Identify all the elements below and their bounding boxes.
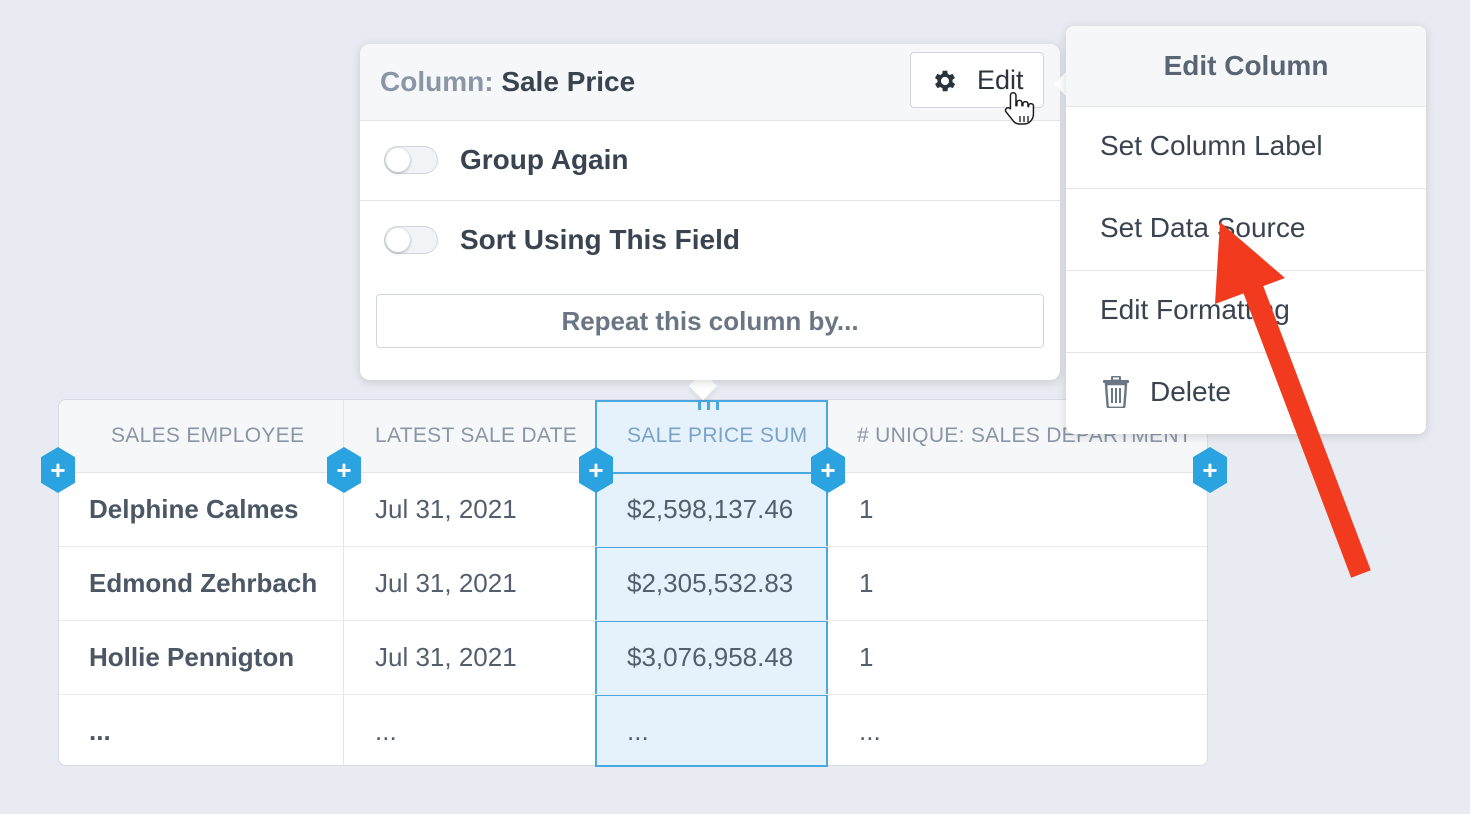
- cell-latest-sale-date: Jul 31, 2021: [375, 642, 517, 672]
- option-group-again: Group Again: [360, 120, 1060, 201]
- cell-unique-sales-department: ...: [859, 716, 881, 746]
- row-divider: [597, 472, 826, 474]
- edit-button[interactable]: Edit: [910, 52, 1044, 108]
- column-popover: Column: Sale Price Edit Group Again Sort…: [360, 44, 1060, 380]
- menu-item-label: Edit Formatting: [1100, 294, 1290, 325]
- edit-button-label: Edit: [977, 65, 1024, 95]
- cell-unique-sales-department: 1: [859, 642, 874, 672]
- popover-title-prefix: Column:: [380, 66, 494, 97]
- cell-sale-price-sum: $2,598,137.46: [627, 494, 794, 524]
- row-divider: [597, 546, 826, 548]
- add-column-button[interactable]: +: [811, 447, 845, 493]
- add-column-button[interactable]: +: [1193, 447, 1227, 493]
- cell-sales-employee: Edmond Zehrbach: [89, 568, 318, 598]
- menu-item-label: Delete: [1150, 376, 1231, 407]
- add-column-button[interactable]: +: [41, 447, 75, 493]
- menu-item-edit-formatting[interactable]: Edit Formatting: [1066, 270, 1426, 353]
- column-header-sale-price-sum[interactable]: SALE PRICE SUM: [627, 424, 808, 447]
- cell-latest-sale-date: Jul 31, 2021: [375, 494, 517, 524]
- cell-sales-employee: Hollie Pennigton: [89, 642, 295, 672]
- group-again-toggle[interactable]: [384, 146, 438, 174]
- selected-column-sale-price-sum[interactable]: [595, 400, 828, 767]
- column-divider: [343, 400, 344, 765]
- data-table: SALES EMPLOYEE LATEST SALE DATE # UNIQUE…: [58, 399, 1208, 768]
- edit-column-menu: Edit Column Set Column Label Set Data So…: [1066, 26, 1426, 434]
- menu-item-delete[interactable]: Delete: [1066, 352, 1426, 434]
- cell-sales-employee: Delphine Calmes: [89, 494, 299, 524]
- cell-sale-price-sum: ...: [627, 716, 649, 746]
- menu-item-set-data-source[interactable]: Set Data Source: [1066, 188, 1426, 271]
- cell-unique-sales-department: 1: [859, 568, 874, 598]
- cell-unique-sales-department: 1: [859, 494, 874, 524]
- menu-pointer: [1054, 70, 1068, 98]
- table-row: Delphine Calmes Jul 31, 2021 $2,598,137.…: [59, 472, 1207, 547]
- repeat-column-button[interactable]: Repeat this column by...: [376, 294, 1044, 348]
- table-row: Hollie Pennigton Jul 31, 2021 $3,076,958…: [59, 620, 1207, 695]
- table-row: ... ... ... ...: [59, 694, 1207, 768]
- sort-using-field-toggle[interactable]: [384, 226, 438, 254]
- menu-item-label: Set Column Label: [1100, 130, 1323, 161]
- column-header-latest-sale-date[interactable]: LATEST SALE DATE: [375, 424, 578, 447]
- row-divider: [597, 620, 826, 622]
- add-column-button[interactable]: +: [327, 447, 361, 493]
- add-column-button[interactable]: +: [579, 447, 613, 493]
- row-divider: [597, 694, 826, 696]
- cell-sale-price-sum: $2,305,532.83: [627, 568, 794, 598]
- sort-using-field-label: Sort Using This Field: [460, 224, 741, 255]
- drag-handle-icon[interactable]: [696, 400, 722, 412]
- trash-icon: [1103, 376, 1129, 408]
- menu-item-set-column-label[interactable]: Set Column Label: [1066, 106, 1426, 189]
- column-header-sales-employee[interactable]: SALES EMPLOYEE: [111, 424, 305, 447]
- cell-sale-price-sum: $3,076,958.48: [627, 642, 794, 672]
- edit-column-menu-title: Edit Column: [1066, 26, 1426, 107]
- popover-header: Column: Sale Price Edit: [360, 44, 1060, 121]
- group-again-label: Group Again: [460, 144, 629, 175]
- cell-sales-employee: ...: [89, 716, 111, 746]
- hand-pointer-icon: [1004, 92, 1035, 125]
- gear-icon: [934, 70, 956, 92]
- cell-latest-sale-date: ...: [375, 716, 397, 746]
- option-sort-using-field: Sort Using This Field: [360, 200, 1060, 280]
- cell-latest-sale-date: Jul 31, 2021: [375, 568, 517, 598]
- popover-title-value: Sale Price: [501, 66, 636, 97]
- menu-item-label: Set Data Source: [1100, 212, 1306, 243]
- table-row: Edmond Zehrbach Jul 31, 2021 $2,305,532.…: [59, 546, 1207, 621]
- popover-title: Column: Sale Price: [380, 44, 635, 120]
